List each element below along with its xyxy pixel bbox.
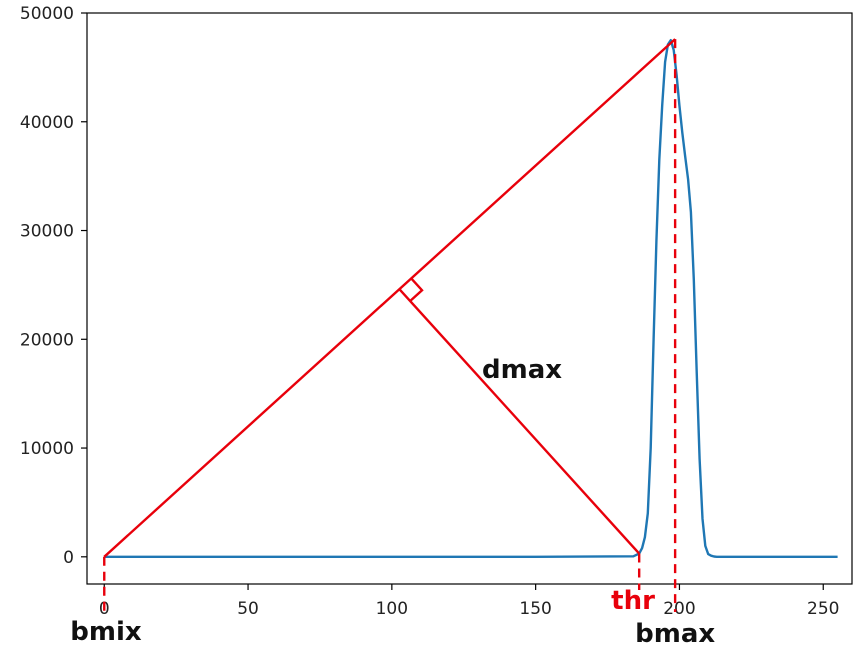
right-angle-marker xyxy=(409,277,424,302)
plot-axes: 0501001502002500100002000030000400005000… xyxy=(20,4,853,619)
thr-label: thr xyxy=(611,586,655,616)
annotation-layer: bmix bmax thr dmax xyxy=(70,38,715,648)
y-tick-label: 50000 xyxy=(20,4,74,24)
dmax-label: dmax xyxy=(482,355,562,385)
series-layer xyxy=(104,39,838,558)
x-tick-label: 200 xyxy=(663,599,695,619)
x-tick-label: 250 xyxy=(807,599,839,619)
y-tick-label: 20000 xyxy=(20,330,74,350)
plot-frame xyxy=(86,12,853,585)
bmix-label: bmix xyxy=(70,617,142,647)
x-tick-label: 150 xyxy=(519,599,551,619)
x-tick-label: 50 xyxy=(237,599,259,619)
bmax-label: bmax xyxy=(635,619,715,648)
y-tick-label: 30000 xyxy=(20,222,74,242)
y-tick-label: 10000 xyxy=(20,439,74,459)
y-tick-label: 0 xyxy=(63,548,74,568)
y-tick-label: 40000 xyxy=(20,113,74,133)
dmax-line xyxy=(398,288,641,555)
series-line-0 xyxy=(104,39,838,558)
x-tick-label: 100 xyxy=(376,599,408,619)
bmix-bmax-line xyxy=(103,38,676,558)
